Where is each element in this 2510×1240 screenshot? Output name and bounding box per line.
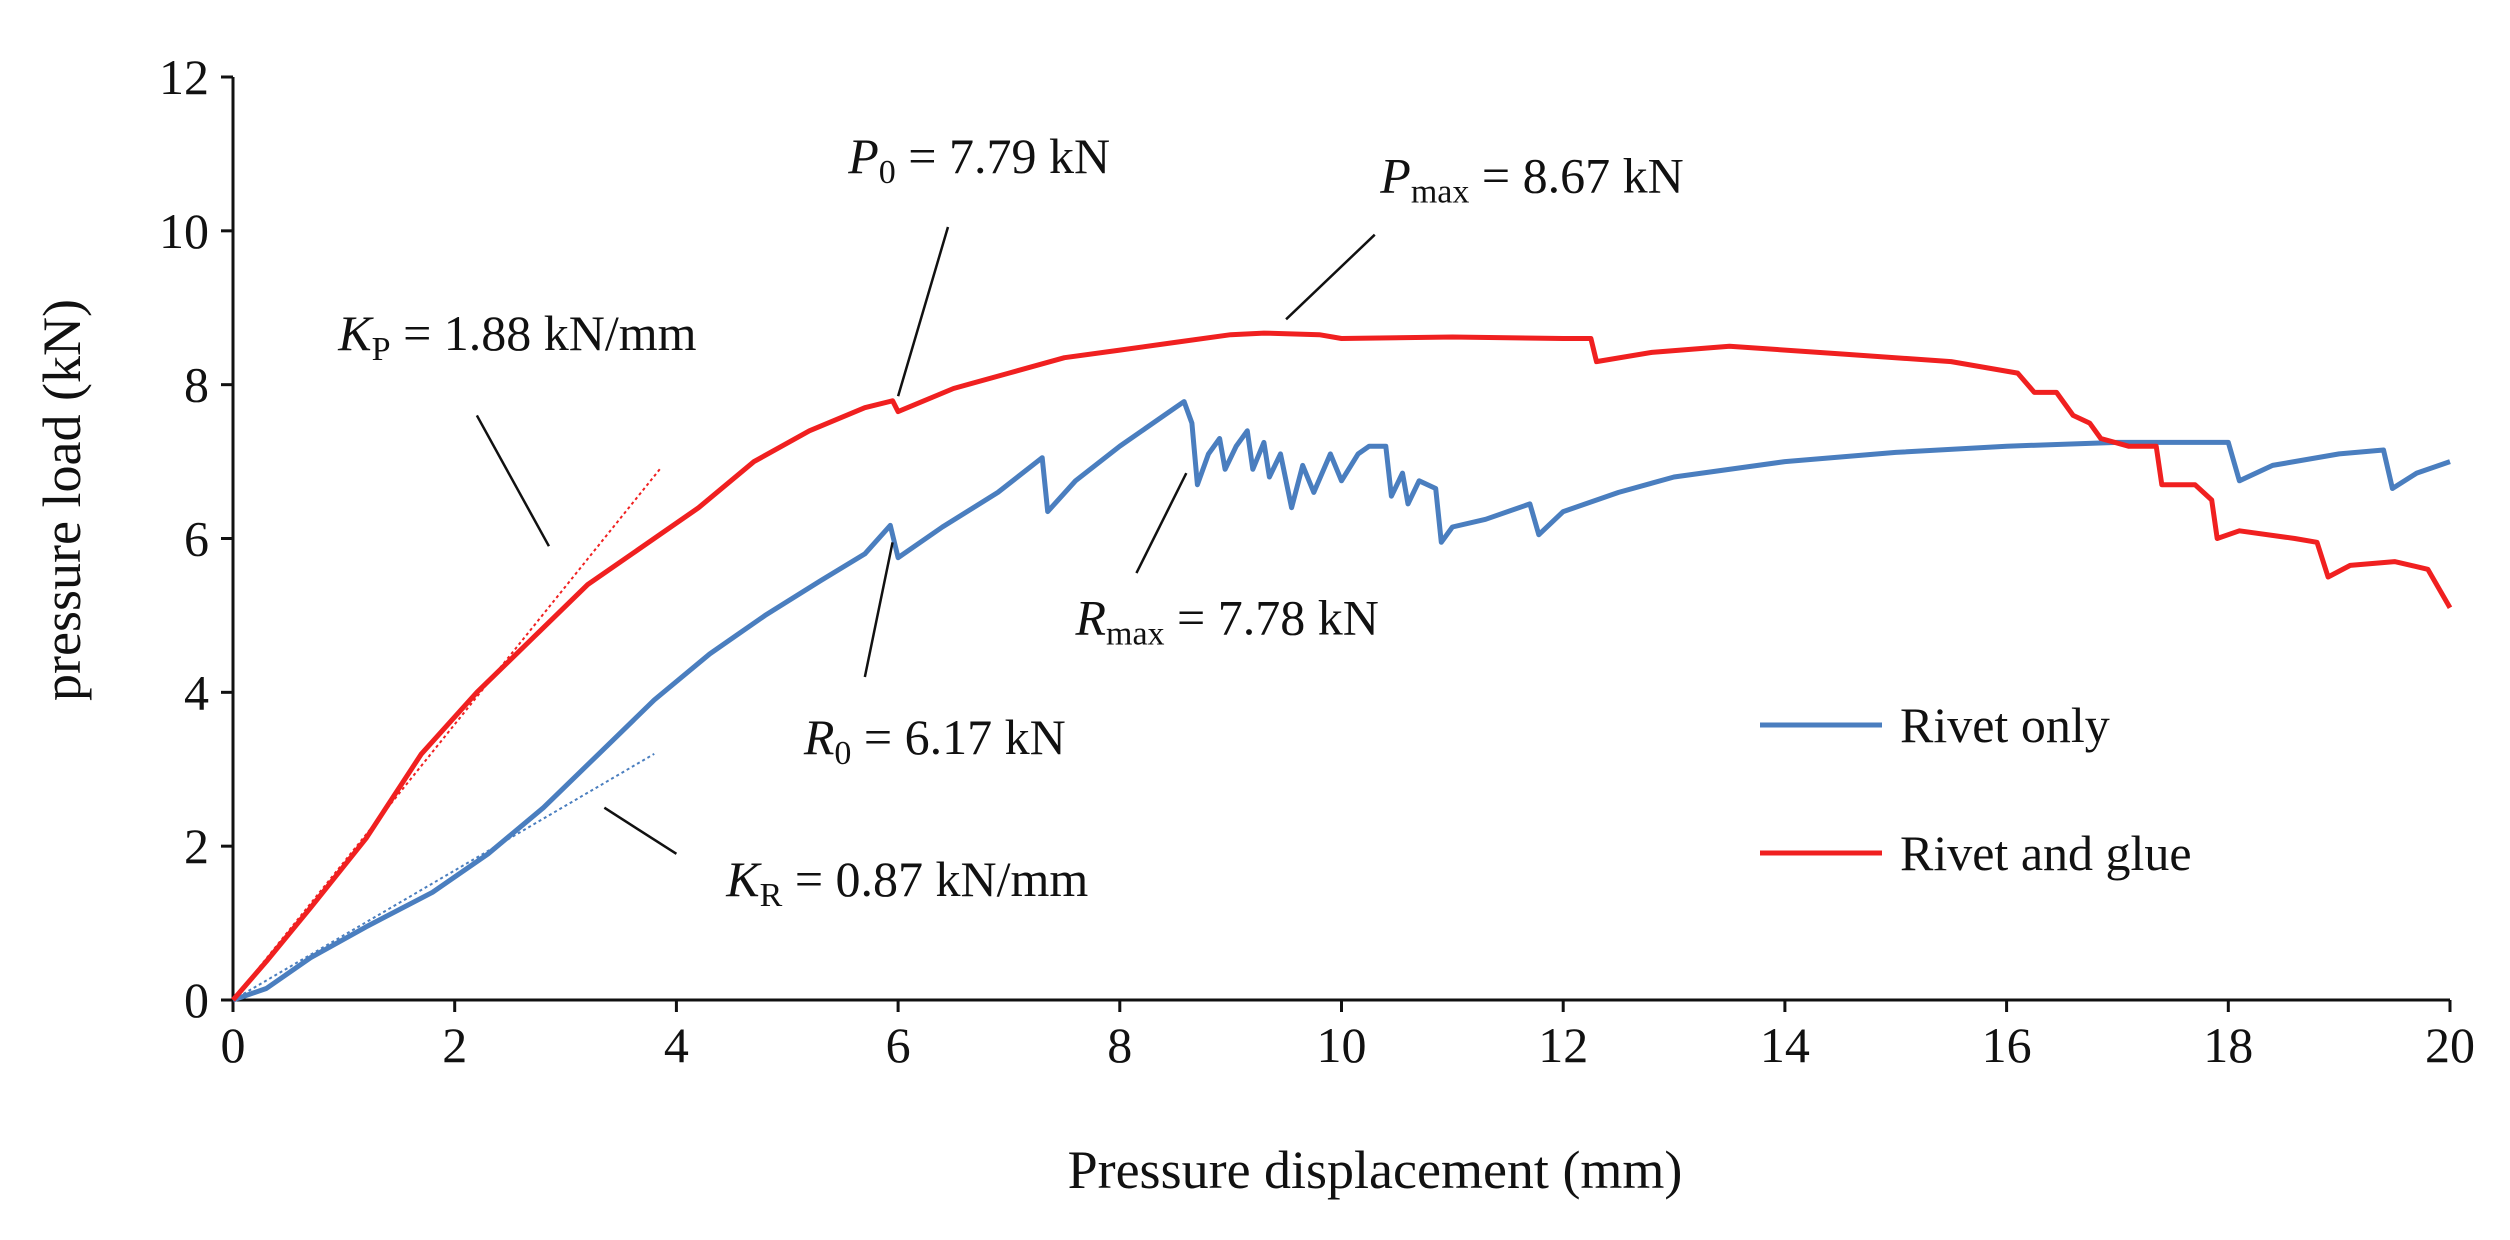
annotation-subscript: max [1106,616,1165,653]
annotation-leader-line [1135,472,1188,574]
x-tick-label: 8 [1107,1017,1132,1073]
annotation-value: = 1.88 kN/mm [391,305,697,361]
x-tick-label: 12 [1538,1017,1588,1073]
x-tick-label: 2 [442,1017,467,1073]
annotation-subscript: R [760,877,783,914]
annotation-rmax: Rmax = 7.78 kN [1074,590,1378,653]
y-tick-label: 12 [159,49,209,105]
annotation-value: = 7.79 kN [896,128,1110,184]
x-tick-label: 18 [2203,1017,2253,1073]
x-tick-label: 4 [664,1017,689,1073]
x-tick-label: 10 [1317,1017,1367,1073]
annotation-leader-line [896,226,950,397]
annotation-symbol: R [803,709,835,765]
legend-label: Rivet only [1900,697,2110,753]
annotation-leader-line [863,542,894,678]
x-axis-ticks: 0 2 4 6 8 10 12 14 16 18 20 [221,1000,2475,1073]
annotation-p0: P0 = 7.79 kN [847,128,1110,191]
x-tick-label: 20 [2425,1017,2475,1073]
x-tick-label: 6 [886,1017,911,1073]
y-tick-label: 4 [184,664,209,720]
x-tick-label: 16 [1982,1017,2032,1073]
annotation-subscript: P [372,331,391,368]
y-tick-label: 2 [184,818,209,874]
annotation-value: = 6.17 kN [851,709,1065,765]
series-line-rivet-only [232,399,2451,1003]
legend-label: Rivet and glue [1900,825,2192,881]
annotation-symbol: P [847,128,879,184]
annotation-r0: R0 = 6.17 kN [803,709,1066,772]
annotation-value: = 7.78 kN [1165,590,1379,646]
annotation-leader-line [475,414,551,547]
annotation-value: = 0.87 kN/mm [782,851,1088,907]
x-axis-title: Pressure displacement (mm) [1068,1140,1683,1200]
annotation-subscript: max [1411,173,1470,210]
annotation-symbol: P [1379,147,1411,203]
annotation-leader-line [1285,233,1376,321]
annotation-symbol: R [1074,590,1106,646]
y-axis-ticks: 0 2 4 6 8 10 12 [159,49,233,1028]
x-tick-label: 0 [221,1017,246,1073]
y-tick-label: 0 [184,972,209,1028]
annotation-kp: KP = 1.88 kN/mm [337,305,696,368]
y-tick-label: 8 [184,357,209,413]
annotation-subscript: 0 [879,154,896,191]
annotation-value: = 8.67 kN [1469,147,1683,203]
legend: Rivet only Rivet and glue [1760,697,2192,881]
annotation-pmax: Pmax = 8.67 kN [1379,147,1683,210]
annotation-symbol: K [725,851,762,907]
annotation-leader-line [603,806,678,855]
annotation-symbol: K [337,305,374,361]
tangent-line [232,753,655,1001]
x-tick-label: 14 [1760,1017,1810,1073]
y-tick-label: 6 [184,511,209,567]
data-series [231,330,2453,1003]
y-axis-title: pressure load (kN) [32,299,92,701]
annotation-kr: KR = 0.87 kN/mm [725,851,1088,914]
annotation-subscript: 0 [834,735,851,772]
series-line-rivet-and-glue [231,330,2453,1002]
y-tick-label: 10 [159,203,209,259]
